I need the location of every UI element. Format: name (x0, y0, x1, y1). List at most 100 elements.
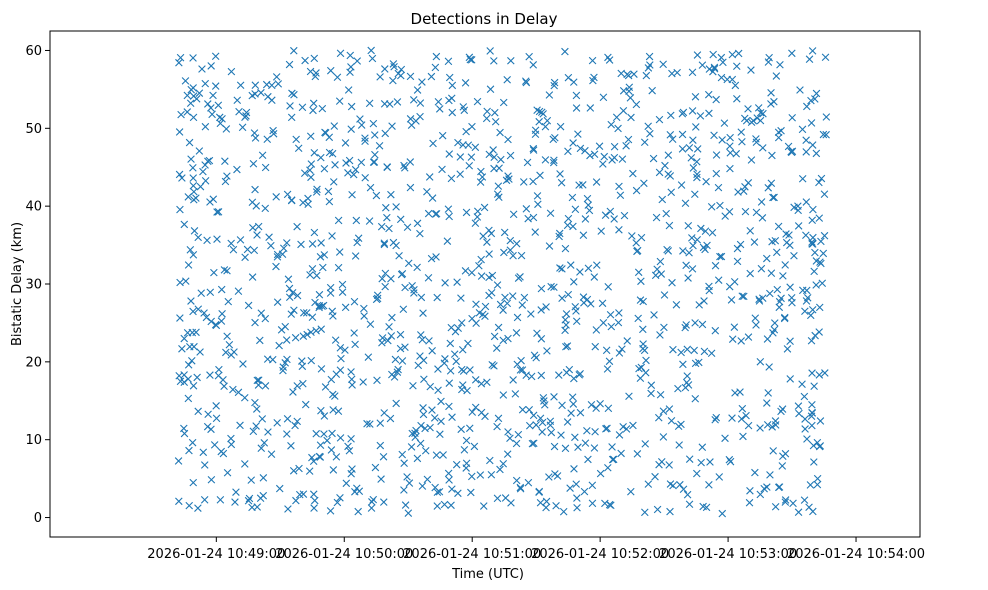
data-point (645, 52, 654, 61)
data-point (700, 347, 709, 356)
data-point (462, 436, 471, 445)
data-point (715, 473, 724, 481)
data-point (684, 221, 693, 230)
data-point (186, 342, 194, 351)
data-point (408, 281, 416, 290)
data-point (348, 465, 356, 473)
data-point (468, 268, 476, 277)
data-point (803, 102, 811, 111)
data-point (304, 194, 312, 203)
data-point (424, 209, 433, 218)
data-point (245, 494, 254, 503)
data-point (183, 91, 192, 100)
data-point (717, 53, 726, 62)
data-point (572, 317, 581, 326)
data-point (331, 336, 340, 344)
data-point (601, 499, 609, 508)
data-point (471, 376, 480, 384)
data-point (615, 309, 623, 317)
data-point (591, 342, 600, 351)
data-point (677, 348, 685, 357)
data-point (428, 406, 436, 414)
data-point (215, 365, 223, 374)
data-point (275, 484, 284, 493)
data-point (351, 165, 360, 174)
data-point (769, 193, 777, 202)
data-point (692, 469, 701, 478)
data-point (406, 115, 415, 123)
data-point (330, 122, 339, 130)
data-point (541, 156, 550, 164)
data-point (317, 325, 326, 333)
data-point (190, 187, 198, 196)
data-point (504, 135, 512, 144)
data-point (369, 119, 378, 128)
data-point (400, 486, 408, 494)
data-point (688, 68, 697, 77)
data-point (353, 238, 361, 247)
data-point (175, 497, 183, 506)
data-point (569, 400, 578, 408)
data-point (306, 271, 314, 279)
data-point (306, 67, 315, 76)
data-point (588, 481, 597, 490)
data-point (786, 283, 794, 292)
data-point (819, 130, 828, 139)
data-point (209, 91, 217, 100)
data-point (291, 421, 299, 430)
data-point (189, 174, 198, 182)
data-point (530, 439, 538, 448)
data-point (537, 306, 545, 314)
data-point (446, 339, 455, 348)
data-point (509, 251, 517, 260)
data-point (629, 169, 637, 178)
data-point (425, 337, 433, 345)
data-point (523, 158, 532, 167)
data-point (536, 414, 545, 423)
data-point (214, 101, 223, 110)
data-point (808, 400, 816, 409)
data-point (206, 198, 214, 206)
data-point (223, 468, 232, 477)
data-point (410, 285, 418, 294)
data-point (813, 480, 822, 489)
data-point (815, 328, 823, 336)
data-point (389, 76, 397, 85)
data-point (616, 191, 625, 200)
data-point (380, 240, 389, 249)
data-point (512, 439, 521, 448)
data-point (217, 285, 226, 294)
data-point (257, 444, 266, 453)
data-point (283, 239, 291, 247)
data-point (204, 157, 212, 166)
data-point (786, 375, 795, 383)
data-point (356, 115, 364, 123)
data-point (499, 98, 508, 107)
data-point (458, 345, 467, 354)
data-point (698, 61, 707, 69)
data-point (617, 69, 625, 78)
data-point (666, 507, 674, 516)
data-point (413, 454, 422, 463)
data-point (421, 446, 430, 455)
data-point (220, 382, 228, 391)
data-point (651, 472, 659, 481)
data-point (317, 153, 325, 162)
data-point (222, 125, 231, 133)
data-point (327, 375, 336, 384)
data-point (500, 228, 509, 237)
data-point (795, 409, 803, 418)
x-tick-label: 2026-01-24 10:49:00 (147, 547, 285, 562)
data-point (738, 137, 746, 146)
data-point (693, 173, 701, 182)
data-point (401, 501, 410, 509)
data-point (755, 295, 763, 304)
data-point (227, 239, 235, 248)
data-point (767, 269, 776, 277)
data-point (351, 340, 359, 349)
data-point (406, 183, 415, 192)
data-point (569, 78, 578, 86)
data-point (615, 349, 624, 357)
data-point (475, 261, 483, 270)
